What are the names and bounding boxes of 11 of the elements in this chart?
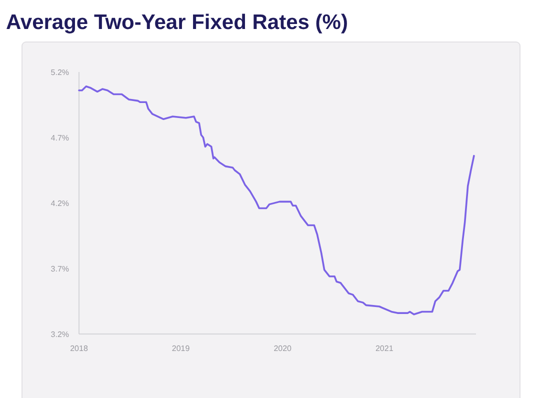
y-tick-label: 3.7%	[50, 264, 69, 274]
y-tick-label: 4.7%	[50, 133, 69, 142]
x-tick-label: 2020	[274, 344, 292, 353]
line-series	[78, 86, 475, 316]
y-tick-label: 4.2%	[50, 198, 69, 208]
x-tick-label: 2019	[172, 344, 190, 353]
chart-title: Average Two-Year Fixed Rates (%)	[6, 11, 348, 34]
y-tick-label: 3.2%	[50, 330, 69, 339]
x-tick-label: 2018	[70, 344, 88, 353]
y-tick-label: 5.2%	[50, 68, 69, 77]
x-tick-label: 2021	[375, 344, 394, 353]
